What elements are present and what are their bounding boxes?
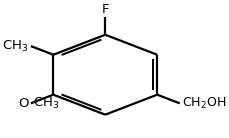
- Text: O: O: [18, 97, 29, 110]
- Text: CH$_3$: CH$_3$: [2, 39, 29, 54]
- Text: CH$_3$: CH$_3$: [33, 96, 59, 111]
- Text: CH$_2$OH: CH$_2$OH: [181, 96, 225, 111]
- Text: F: F: [101, 3, 109, 16]
